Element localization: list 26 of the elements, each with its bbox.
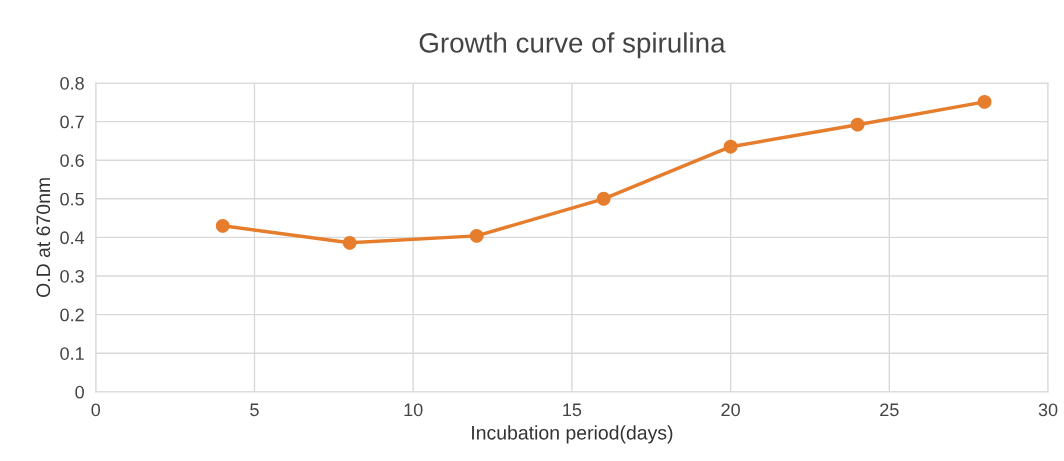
y-tick-label: 0.2: [60, 308, 84, 322]
y-tick-label: 0.7: [60, 115, 84, 129]
x-tick-label: 30: [1038, 403, 1058, 417]
x-tick-label: 15: [563, 403, 582, 417]
x-tick-label: 5: [250, 403, 259, 417]
y-tick-label: 0.6: [60, 154, 84, 167]
point: [723, 139, 738, 154]
x-axis-title: Incubation period(days): [472, 425, 673, 444]
point: [596, 191, 611, 206]
point: [977, 94, 992, 109]
point: [469, 228, 484, 243]
y-tick-label: 0.4: [60, 231, 85, 245]
y-tick-label: 0.5: [60, 192, 84, 206]
y-tick-label: 0.8: [60, 76, 84, 90]
point: [850, 117, 865, 132]
chart-title: Growth curve of spirulina: [419, 32, 726, 59]
x-tick-label: 20: [721, 403, 740, 417]
y-tick-label: 0: [75, 385, 84, 399]
y-axis-title: O.D at 670nm: [36, 178, 51, 298]
x-tick-label: 10: [404, 403, 423, 417]
point: [342, 235, 357, 250]
y-tick-label: 0.3: [60, 269, 84, 283]
y-tick-label: 0.1: [60, 347, 84, 360]
x-tick-label: 25: [880, 403, 899, 417]
point: [215, 218, 230, 233]
x-tick-label: 0: [91, 403, 101, 417]
